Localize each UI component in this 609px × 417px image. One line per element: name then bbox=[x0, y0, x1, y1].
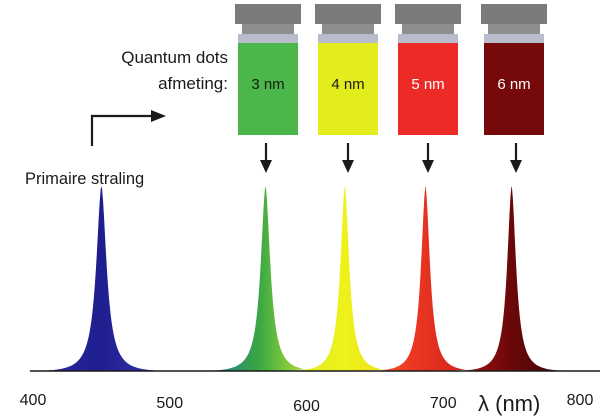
vial-cap bbox=[395, 4, 461, 24]
vial-liquid bbox=[398, 43, 458, 135]
vial: 4 nm bbox=[315, 4, 381, 135]
vial-size-label: 5 nm bbox=[411, 76, 444, 93]
vial-cap-neck bbox=[488, 24, 540, 34]
emission-peak bbox=[448, 185, 574, 372]
emission-peak bbox=[362, 185, 488, 372]
vial-cap bbox=[481, 4, 547, 24]
x-tick-label: 500 bbox=[156, 395, 183, 412]
vial-rim bbox=[238, 34, 298, 43]
vial-size-label: 3 nm bbox=[251, 76, 284, 93]
vial-size-label: 4 nm bbox=[331, 76, 364, 93]
bent-arrow-icon bbox=[90, 110, 166, 146]
vial-cap-neck bbox=[322, 24, 374, 34]
vial-rim bbox=[484, 34, 544, 43]
vial-liquid bbox=[318, 43, 378, 135]
emission-peak bbox=[198, 184, 333, 372]
size-label: afmeting: bbox=[158, 74, 228, 93]
x-tick-label: 400 bbox=[20, 392, 47, 409]
down-arrow-icon bbox=[510, 143, 522, 173]
vial-cap bbox=[315, 4, 381, 24]
vial-rim bbox=[318, 34, 378, 43]
emission-peaks bbox=[29, 184, 574, 372]
x-tick-label: 800 bbox=[567, 392, 594, 409]
emission-peak bbox=[29, 184, 174, 372]
vial-liquid bbox=[238, 43, 298, 135]
down-arrow-icon bbox=[342, 143, 354, 173]
vial-cap-neck bbox=[402, 24, 454, 34]
vial: 6 nm bbox=[481, 4, 547, 135]
emission-peak bbox=[282, 185, 407, 372]
vial-cap bbox=[235, 4, 301, 24]
vial-rim bbox=[398, 34, 458, 43]
primary-radiation-label: Primaire straling bbox=[25, 170, 144, 188]
x-tick-label: 600 bbox=[293, 398, 320, 415]
vial: 5 nm bbox=[395, 4, 461, 135]
x-tick-label: 700 bbox=[430, 395, 457, 412]
vials: 3 nm 4 nm 5 nm 6 nm bbox=[235, 4, 547, 173]
down-arrow-icon bbox=[422, 143, 434, 173]
quantum-dots-label: Quantum dots bbox=[121, 48, 228, 67]
x-axis-ticks: 400 500 600 700 800 bbox=[20, 392, 594, 415]
vial-size-label: 6 nm bbox=[497, 76, 530, 93]
vial: 3 nm bbox=[235, 4, 301, 135]
vial-cap-neck bbox=[242, 24, 294, 34]
down-arrow-icon bbox=[260, 143, 272, 173]
x-axis-label: λ (nm) bbox=[478, 391, 540, 416]
vial-liquid bbox=[484, 43, 544, 135]
